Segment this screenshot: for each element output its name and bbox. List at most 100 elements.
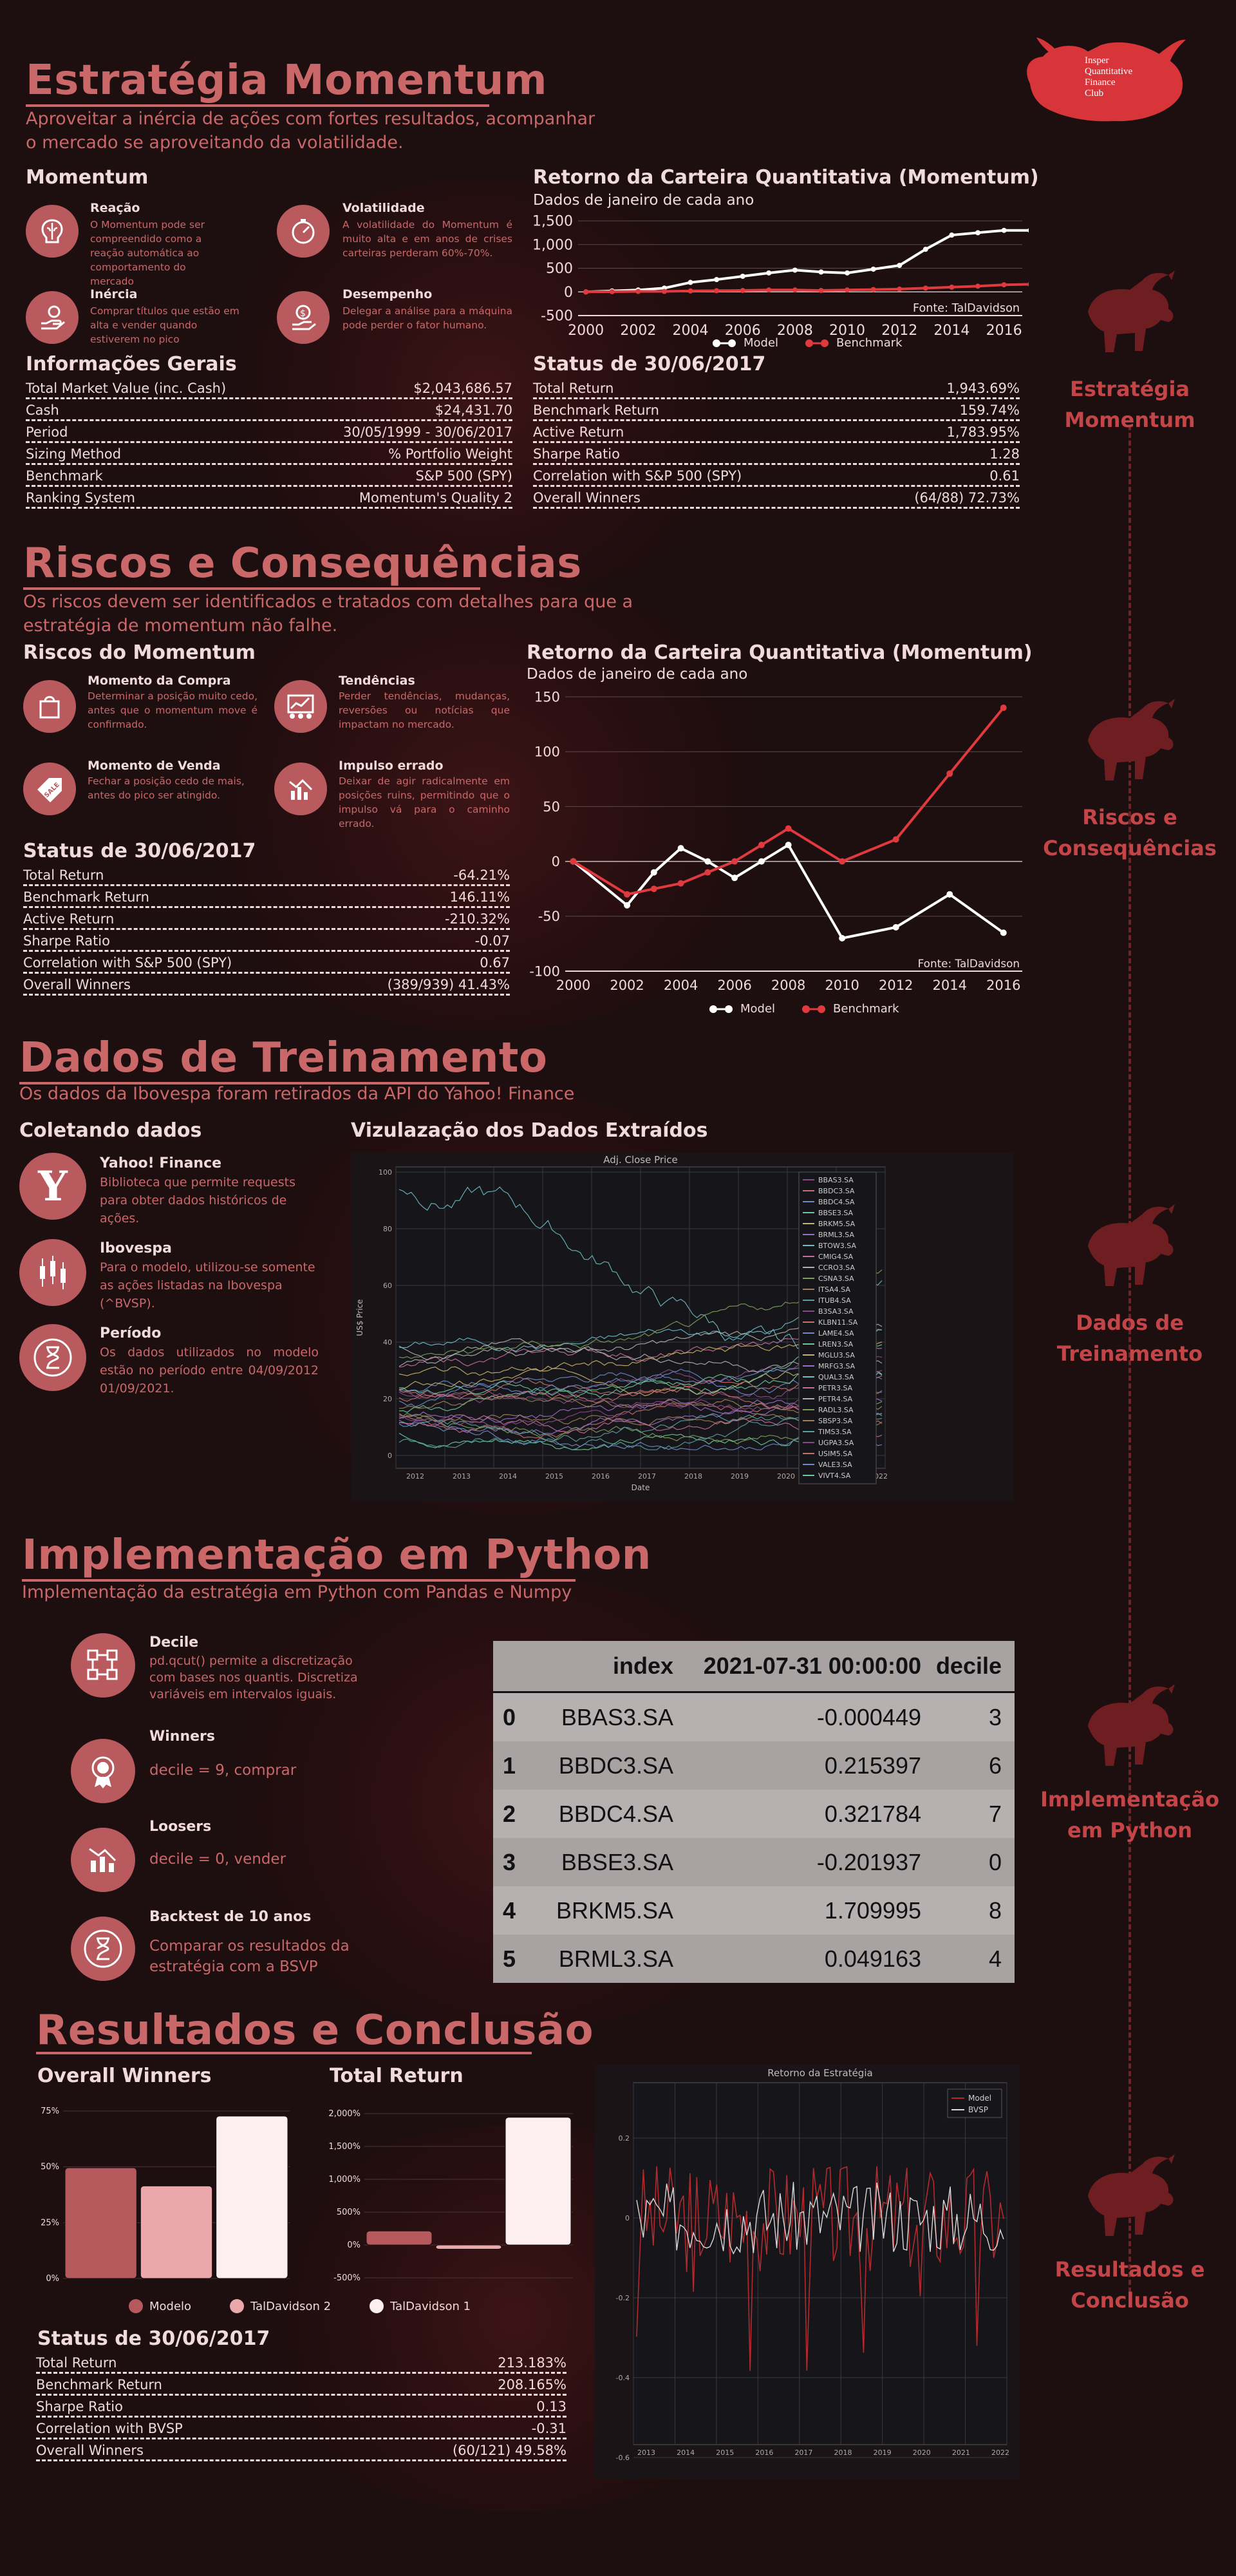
table-row: Overall Winners (389/939) 41.43% xyxy=(23,974,510,996)
chart-legend: Model Benchmark xyxy=(708,1002,899,1016)
status-table: Total Return 1,943.69% Benchmark Return 159… xyxy=(533,377,1020,509)
x-tick-label: 2012 xyxy=(406,1472,424,1481)
legend-label: Benchmark xyxy=(833,1002,899,1016)
table-row: Total Return -64.21% xyxy=(23,864,510,886)
data-point xyxy=(714,288,720,294)
data-point xyxy=(704,869,711,876)
legend-label: PETR4.SA xyxy=(818,1395,853,1403)
row-label: Ranking System xyxy=(26,490,135,506)
data-point xyxy=(949,284,955,290)
y-tick-label: 40 xyxy=(383,1338,392,1347)
data-point xyxy=(870,287,876,292)
y-tick-label: 0% xyxy=(347,2240,360,2250)
x-tick-label: 2016 xyxy=(986,978,1020,993)
sidebar-label: Riscos e Consequências xyxy=(1043,805,1217,860)
section-title: Riscos e Consequências xyxy=(23,540,582,587)
data-point xyxy=(818,288,824,294)
chart-subtitle: Dados de janeiro de cada ano xyxy=(527,666,748,683)
x-tick-label: 2012 xyxy=(881,323,917,339)
hourglass-icon xyxy=(19,1324,86,1391)
data-point xyxy=(650,886,657,893)
item-text: Para o modelo, utilizou-se somente as aç… xyxy=(100,1260,315,1311)
legend-label: ITSA4.SA xyxy=(818,1285,850,1294)
row-value: -0.07 xyxy=(474,933,510,949)
item-title: Inércia xyxy=(90,287,138,301)
table-row: Active Return 1,783.95% xyxy=(533,421,1020,443)
row-label: Correlation with BVSP xyxy=(36,2421,183,2436)
chart-legend: Model Benchmark xyxy=(711,336,903,350)
data-point xyxy=(766,287,772,293)
legend-label: BBAS3.SA xyxy=(818,1176,854,1184)
overall-winners-bar-chart: 0% 25% 50% 75% xyxy=(41,2107,290,2284)
legend-label: VALE3.SA xyxy=(818,1461,852,1469)
item-title: Momento de Venda xyxy=(88,759,221,773)
item-text: decile = 9, comprar xyxy=(149,1762,297,1779)
bull-icon xyxy=(1088,1684,1175,1766)
legend-label: USIM5.SA xyxy=(818,1450,852,1458)
data-point xyxy=(949,232,955,238)
legend-label: MRFG3.SA xyxy=(818,1362,856,1370)
data-point xyxy=(922,247,928,252)
chart-title: Total Return xyxy=(330,2065,464,2087)
legend-label: TalDavidson 2 xyxy=(250,2299,332,2313)
y-tick-label: 50% xyxy=(41,2163,59,2172)
y-axis-label: US$ Price xyxy=(355,1299,364,1336)
series-line-model xyxy=(636,2166,1004,2371)
column-header: 2021-07-31 00:00:00 xyxy=(703,1653,921,1679)
x-tick-label: 2015 xyxy=(716,2448,734,2457)
table-row: Overall Winners (60/121) 49.58% xyxy=(36,2439,566,2461)
data-point xyxy=(1000,705,1007,712)
item-title: Desempenho xyxy=(342,287,433,301)
legend-label: Modelo xyxy=(149,2299,192,2313)
x-tick-label: 2018 xyxy=(684,1472,702,1481)
table-cell: 0 xyxy=(988,1848,1002,1875)
x-tick-label: 2014 xyxy=(499,1472,517,1481)
legend-label: ITUB4.SA xyxy=(818,1296,851,1305)
row-label: Benchmark Return xyxy=(23,889,149,905)
item-text: A volatilidade do Momentum é muito alta … xyxy=(342,219,512,259)
row-value: % Portfolio Weight xyxy=(388,446,512,462)
table-row: Benchmark Return 208.165% xyxy=(36,2374,566,2396)
table-cell: 6 xyxy=(988,1752,1002,1779)
table-cell: BBDC3.SA xyxy=(558,1752,673,1779)
table-row: Active Return -210.32% xyxy=(23,908,510,930)
x-tick-label: 2018 xyxy=(834,2448,852,2457)
data-point xyxy=(785,825,792,832)
data-point xyxy=(922,285,928,291)
y-tick-label: 0% xyxy=(46,2274,59,2284)
data-point xyxy=(704,858,711,865)
data-point xyxy=(946,891,953,898)
y-tick-label: 0 xyxy=(552,854,560,869)
item-title: Momento da Compra xyxy=(88,674,231,688)
row-value: -64.21% xyxy=(453,867,510,883)
x-tick-label: 2016 xyxy=(755,2448,773,2457)
block-title: Coletando dados xyxy=(19,1119,202,1142)
data-point xyxy=(731,875,738,882)
data-point xyxy=(635,289,641,294)
row-label: Sharpe Ratio xyxy=(533,446,620,462)
table-row: 1 BBDC3.SA 0.215397 6 xyxy=(493,1741,1015,1790)
sidebar-label: Dados de Treinamento xyxy=(1056,1311,1203,1366)
x-tick-label: 2019 xyxy=(731,1472,749,1481)
series-line-benchmark xyxy=(586,283,1029,294)
bar-taldavidson-2 xyxy=(435,2244,502,2250)
legend-label: MGLU3.SA xyxy=(818,1351,855,1359)
table-cell: -0.000449 xyxy=(816,1703,921,1730)
total-return-bar-chart: -500% 0% 500% 1,000% 1,500% 2,000% xyxy=(328,2109,573,2283)
table-cell: 3 xyxy=(988,1703,1002,1730)
data-point xyxy=(740,273,745,279)
y-tick-label: 500 xyxy=(546,261,573,277)
y-tick-label: 150 xyxy=(534,689,560,705)
item-text: Comparar os resultados da estratégia com… xyxy=(149,1938,350,1975)
chart-title: Retorno da Carteira Quantitativa (Moment… xyxy=(533,166,1039,189)
row-label: Sharpe Ratio xyxy=(23,933,110,949)
x-tick-label: 2002 xyxy=(620,323,656,339)
section-subtitle: Implementação da estratégia em Python co… xyxy=(22,1582,572,1602)
legend-label: LAME4.SA xyxy=(818,1329,854,1338)
row-value: 0.13 xyxy=(536,2399,566,2414)
row-value: 0.67 xyxy=(480,955,510,971)
row-value: (60/121) 49.58% xyxy=(452,2443,566,2458)
section-title: Estratégia Momentum xyxy=(26,57,548,104)
x-tick-label: 2022 xyxy=(991,2448,1009,2457)
title-underline xyxy=(23,587,480,590)
